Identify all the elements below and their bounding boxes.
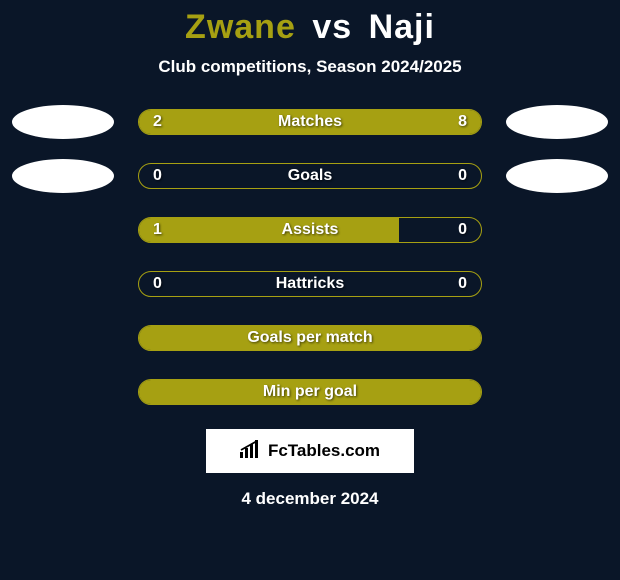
stat-bar: 10Assists xyxy=(138,217,482,243)
avatar-placeholder xyxy=(506,375,608,409)
subtitle: Club competitions, Season 2024/2025 xyxy=(0,57,620,77)
stat-row: 10Assists xyxy=(0,213,620,247)
avatar-left xyxy=(12,105,114,139)
source-logo-text: FcTables.com xyxy=(268,441,380,461)
source-logo: FcTables.com xyxy=(206,429,414,473)
title: Zwane vs Naji xyxy=(0,8,620,47)
avatar-placeholder xyxy=(506,267,608,301)
stat-label: Min per goal xyxy=(139,383,481,401)
stat-label: Assists xyxy=(139,221,481,239)
stat-bar: Min per goal xyxy=(138,379,482,405)
stat-bar: 00Goals xyxy=(138,163,482,189)
avatar-placeholder xyxy=(12,375,114,409)
chart-icon xyxy=(240,440,262,463)
stat-rows: 28Matches 00Goals 10Assists 00Hattricks Goal… xyxy=(0,105,620,409)
stat-label: Goals xyxy=(139,167,481,185)
stat-bar: 00Hattricks xyxy=(138,271,482,297)
stat-row: 28Matches xyxy=(0,105,620,139)
avatar-right xyxy=(506,105,608,139)
stat-row: Min per goal xyxy=(0,375,620,409)
stat-row: 00Goals xyxy=(0,159,620,193)
stat-label: Matches xyxy=(139,113,481,131)
avatar-placeholder xyxy=(506,321,608,355)
comparison-card: Zwane vs Naji Club competitions, Season … xyxy=(0,0,620,509)
stat-label: Hattricks xyxy=(139,275,481,293)
date: 4 december 2024 xyxy=(0,489,620,509)
avatar-left xyxy=(12,159,114,193)
stat-row: Goals per match xyxy=(0,321,620,355)
stat-label: Goals per match xyxy=(139,329,481,347)
title-vs: vs xyxy=(312,8,352,46)
title-player-right: Naji xyxy=(369,8,435,46)
avatar-placeholder xyxy=(12,213,114,247)
avatar-placeholder xyxy=(506,213,608,247)
title-player-left: Zwane xyxy=(185,8,296,46)
avatar-placeholder xyxy=(12,267,114,301)
avatar-placeholder xyxy=(12,321,114,355)
stat-bar: 28Matches xyxy=(138,109,482,135)
avatar-right xyxy=(506,159,608,193)
stat-row: 00Hattricks xyxy=(0,267,620,301)
stat-bar: Goals per match xyxy=(138,325,482,351)
